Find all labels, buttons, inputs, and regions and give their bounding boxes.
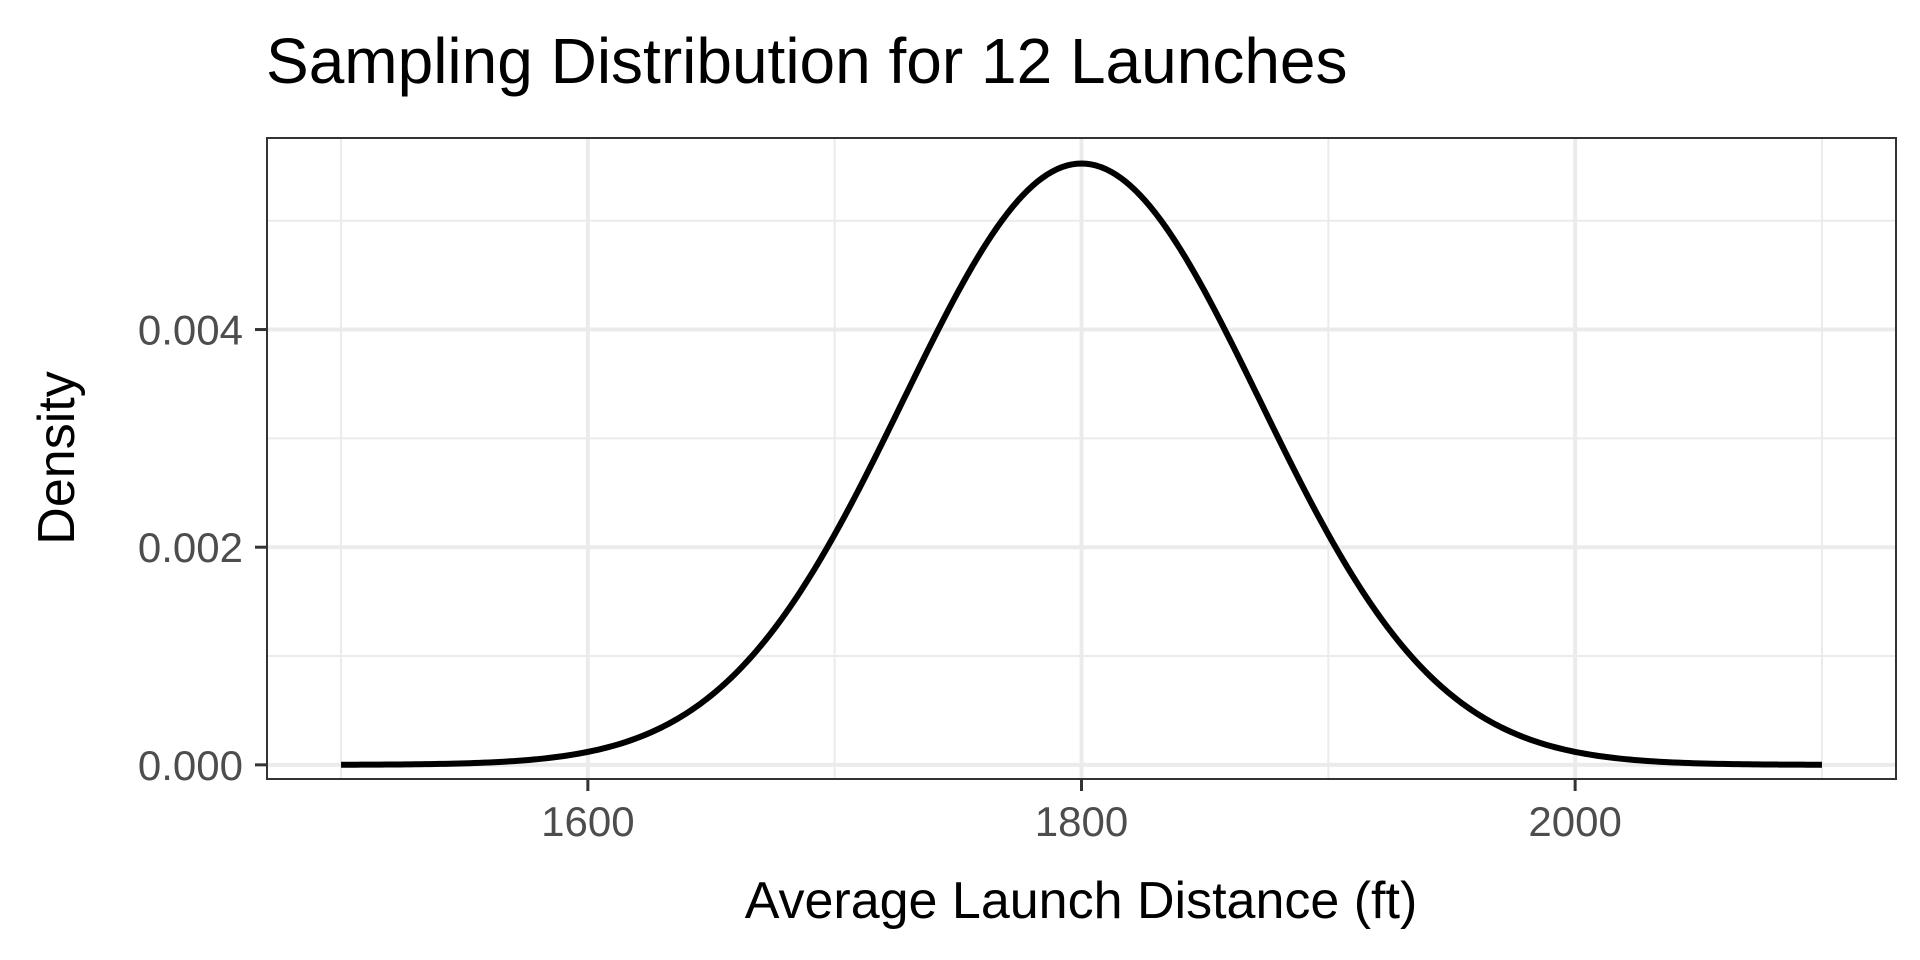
x-tick-label: 1800 bbox=[1035, 798, 1128, 845]
chart-title: Sampling Distribution for 12 Launches bbox=[266, 25, 1348, 97]
density-curve bbox=[341, 160, 1822, 768]
y-axis-title: Density bbox=[28, 371, 86, 544]
curve-layer bbox=[341, 160, 1822, 768]
x-tick-label: 2000 bbox=[1528, 798, 1621, 845]
y-tick-label: 0.004 bbox=[138, 307, 243, 354]
y-tick-label: 0.002 bbox=[138, 524, 243, 571]
tick-layer: 1600 1800 2000 0.000 0.002 0.004 bbox=[138, 307, 1622, 845]
grid-layer bbox=[267, 138, 1896, 779]
y-tick-label: 0.000 bbox=[138, 742, 243, 789]
x-axis-title: Average Launch Distance (ft) bbox=[745, 872, 1418, 930]
x-tick-label: 1600 bbox=[541, 798, 634, 845]
